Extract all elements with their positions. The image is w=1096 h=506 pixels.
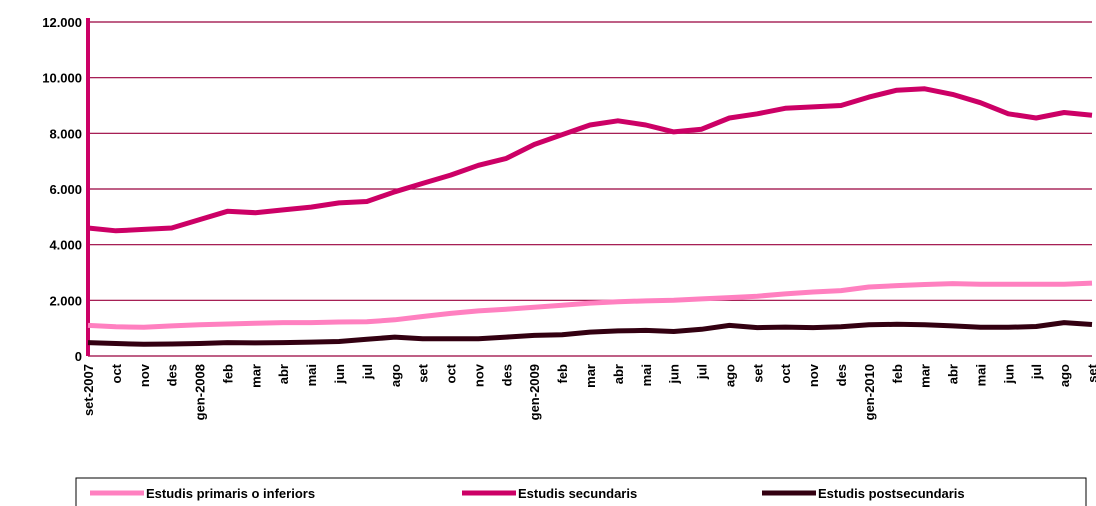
x-tick-label: jun	[332, 364, 347, 385]
x-tick-label: jun	[1001, 364, 1016, 385]
y-tick-label: 6.000	[49, 182, 82, 197]
series-line	[87, 86, 1093, 234]
x-tick-label: gen-2009	[527, 364, 542, 420]
legend-label: Estudis secundaris	[518, 486, 637, 501]
x-tick-label: mar	[918, 364, 933, 388]
x-tick-label: nov	[137, 363, 152, 387]
y-tick-label: 4.000	[49, 238, 82, 253]
x-tick-label: feb	[220, 364, 235, 384]
x-tick-label: nov	[471, 363, 486, 387]
x-tick-label: jun	[667, 364, 682, 385]
x-tick-label: gen-2008	[193, 364, 208, 420]
x-tick-label: mar	[583, 364, 598, 388]
x-tick-label: des	[499, 364, 514, 386]
series-line	[87, 320, 1093, 347]
x-tick-label: jul	[1029, 364, 1044, 380]
x-tick-label: set	[1085, 363, 1096, 382]
x-tick-label: des	[834, 364, 849, 386]
legend-label: Estudis postsecundaris	[818, 486, 965, 501]
x-tick-label: mar	[248, 364, 263, 388]
x-tick-label: jul	[695, 364, 710, 380]
y-tick-label: 0	[75, 349, 82, 364]
x-tick-label: gen-2010	[862, 364, 877, 420]
x-tick-label: mai	[304, 364, 319, 386]
x-tick-label: set	[416, 363, 431, 382]
x-tick-label: ago	[388, 364, 403, 387]
x-tick-label: abr	[611, 364, 626, 384]
y-tick-label: 8.000	[49, 126, 82, 141]
x-tick-label: oct	[109, 363, 124, 383]
y-tick-label: 2.000	[49, 293, 82, 308]
x-tick-label: oct	[778, 363, 793, 383]
series-line	[87, 280, 1093, 330]
x-tick-label: mai	[973, 364, 988, 386]
x-tick-label: ago	[1057, 364, 1072, 387]
y-tick-label: 12.000	[42, 15, 82, 30]
x-tick-label: mai	[639, 364, 654, 386]
legend-label: Estudis primaris o inferiors	[146, 486, 315, 501]
x-tick-label: oct	[444, 363, 459, 383]
x-tick-label: ago	[722, 364, 737, 387]
legend-box	[75, 477, 1087, 506]
x-tick-label: jul	[360, 364, 375, 380]
y-tick-label: 10.000	[42, 71, 82, 86]
x-tick-label: abr	[946, 364, 961, 384]
x-tick-label: feb	[890, 364, 905, 384]
x-tick-label: set	[750, 363, 765, 382]
x-tick-label: abr	[276, 364, 291, 384]
x-tick-label: des	[165, 364, 180, 386]
x-tick-label: feb	[555, 364, 570, 384]
x-tick-label: nov	[806, 363, 821, 387]
x-tick-label: set-2007	[81, 364, 96, 416]
